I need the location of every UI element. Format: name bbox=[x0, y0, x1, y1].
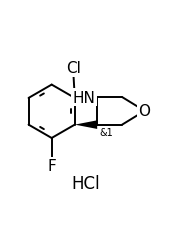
Polygon shape bbox=[75, 121, 97, 129]
Text: O: O bbox=[139, 104, 151, 119]
Text: F: F bbox=[47, 158, 56, 173]
Text: &1: &1 bbox=[100, 127, 113, 137]
Text: HCl: HCl bbox=[72, 174, 100, 192]
Text: HN: HN bbox=[73, 90, 95, 105]
Text: Cl: Cl bbox=[66, 61, 81, 76]
